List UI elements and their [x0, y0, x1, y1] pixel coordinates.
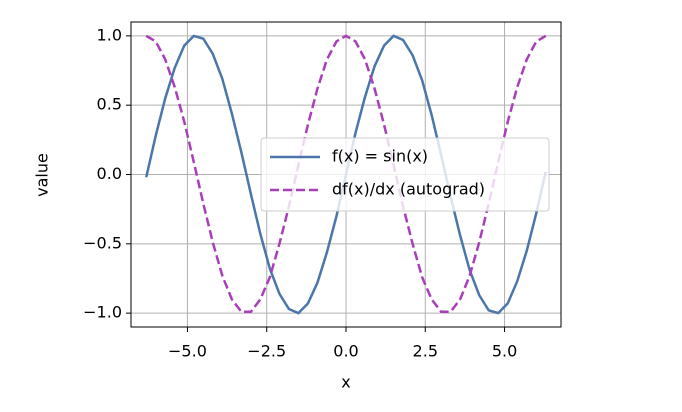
y-tick-label: −1.0: [83, 303, 122, 322]
x-tick-label: 5.0: [492, 342, 517, 361]
legend: f(x) = sin(x) df(x)/dx (autograd): [260, 137, 550, 212]
y-tick-label: 0.0: [97, 164, 122, 183]
x-tick-label: −2.5: [247, 342, 286, 361]
y-axis-label: value: [33, 153, 52, 197]
y-tick-label: −0.5: [83, 233, 122, 252]
plot-frame: [130, 21, 562, 328]
x-tick-label: 0.0: [333, 342, 358, 361]
legend-label: df(x)/dx (autograd): [332, 180, 485, 199]
x-axis-label: x: [341, 373, 350, 392]
y-tick-label: 1.0: [97, 25, 122, 44]
series-line: [145, 34, 547, 313]
legend-box: [260, 137, 550, 212]
x-tick-label: −5.0: [168, 342, 207, 361]
x-tick-label: 2.5: [413, 342, 438, 361]
legend-label: f(x) = sin(x): [332, 147, 428, 166]
y-tick-label: 0.5: [97, 95, 122, 114]
